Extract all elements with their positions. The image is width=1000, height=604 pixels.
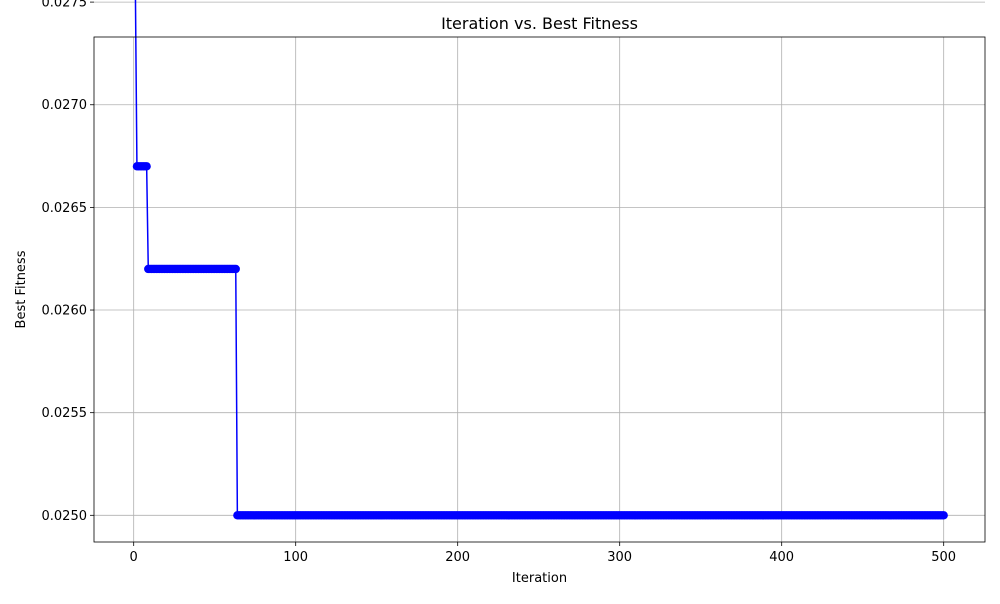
data-point xyxy=(939,511,948,520)
x-tick-label: 500 xyxy=(931,550,956,565)
y-axis-label: Best Fitness xyxy=(14,250,29,328)
y-tick-label: 0.0275 xyxy=(42,0,88,11)
series-layer xyxy=(132,0,948,520)
x-tick-label: 400 xyxy=(769,550,794,565)
x-axis-label: Iteration xyxy=(512,571,567,586)
y-tick-label: 0.0260 xyxy=(42,304,88,319)
plot-frame xyxy=(93,36,986,543)
x-tick-label: 300 xyxy=(607,550,632,565)
data-point xyxy=(142,162,151,171)
y-tick-label: 0.0250 xyxy=(42,509,88,524)
y-tick-label: 0.0265 xyxy=(42,201,88,216)
x-tick-label: 100 xyxy=(283,550,308,565)
y-tick-label: 0.0270 xyxy=(42,98,88,113)
data-point xyxy=(231,264,240,274)
chart-title: Iteration vs. Best Fitness xyxy=(441,14,638,33)
x-tick-label: 0 xyxy=(130,550,138,565)
tick-layer: 0 100 200 300 400 500 0.0250 0.0255 0.0260 0.0265… xyxy=(42,0,957,565)
x-tick-label: 200 xyxy=(445,550,470,565)
y-tick-label: 0.0255 xyxy=(42,406,88,421)
